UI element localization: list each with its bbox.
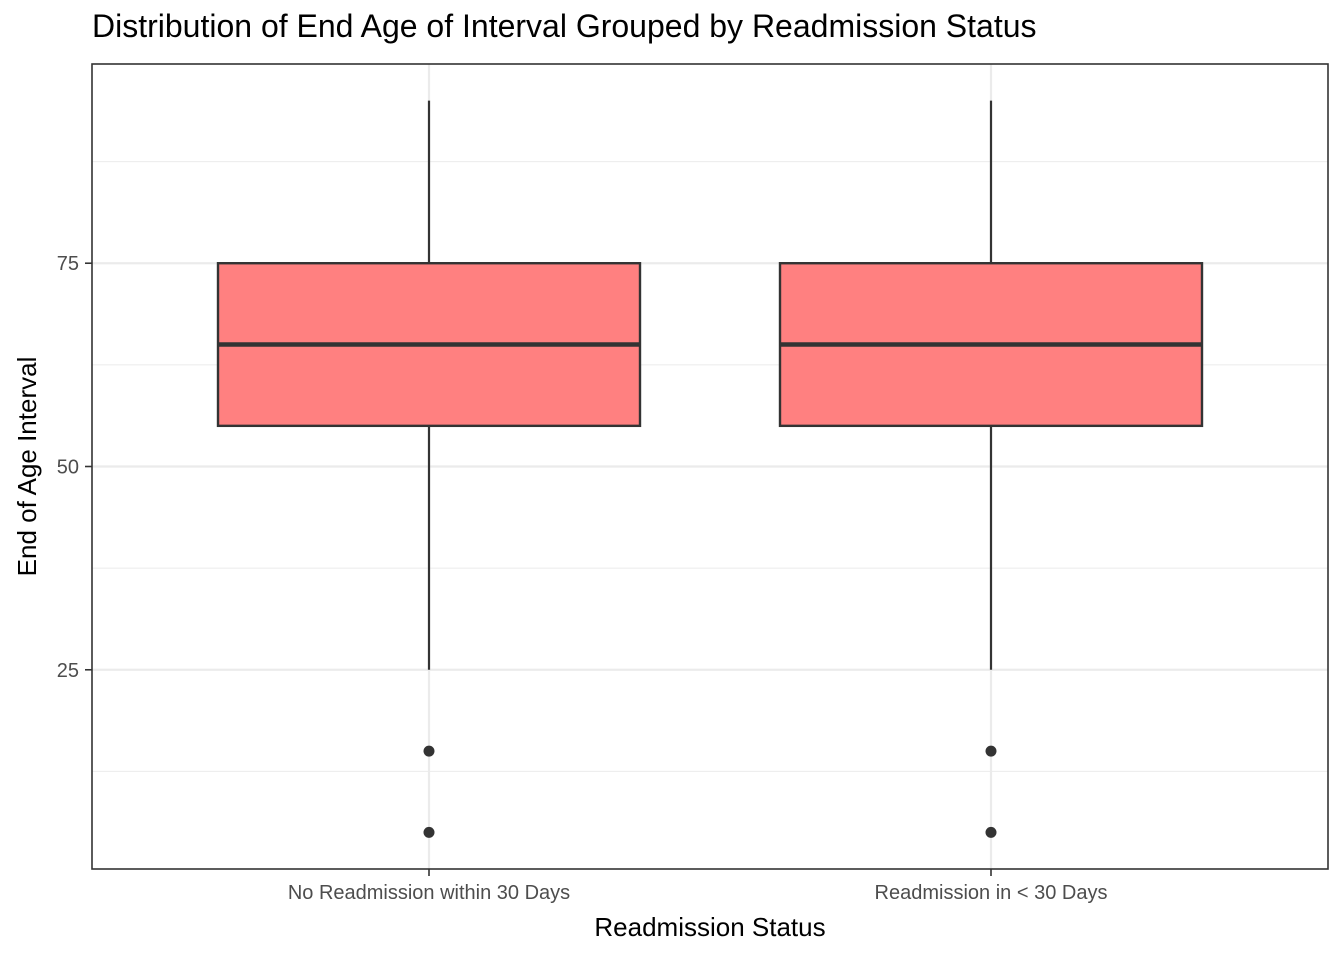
x-tick-label: Readmission in < 30 Days	[875, 882, 1108, 904]
y-tick-label: 25	[57, 660, 79, 682]
x-tick-label: No Readmission within 30 Days	[288, 882, 570, 904]
box-layer	[216, 100, 1204, 838]
y-tick-label: 75	[57, 253, 79, 275]
x-axis-title: Readmission Status	[594, 912, 825, 942]
outlier-point	[423, 826, 435, 838]
grid-layer	[92, 64, 1328, 869]
outlier-point	[985, 826, 997, 838]
axis-layer: 25 50 75 No Readmission within 30 Days Readm…	[57, 253, 1108, 904]
chart-title: Distribution of End Age of Interval Grou…	[92, 8, 1037, 44]
y-tick-label: 50	[57, 457, 79, 479]
outlier-point	[423, 745, 435, 757]
y-axis-title: End of Age Interval	[12, 357, 42, 577]
outlier-point	[985, 745, 997, 757]
